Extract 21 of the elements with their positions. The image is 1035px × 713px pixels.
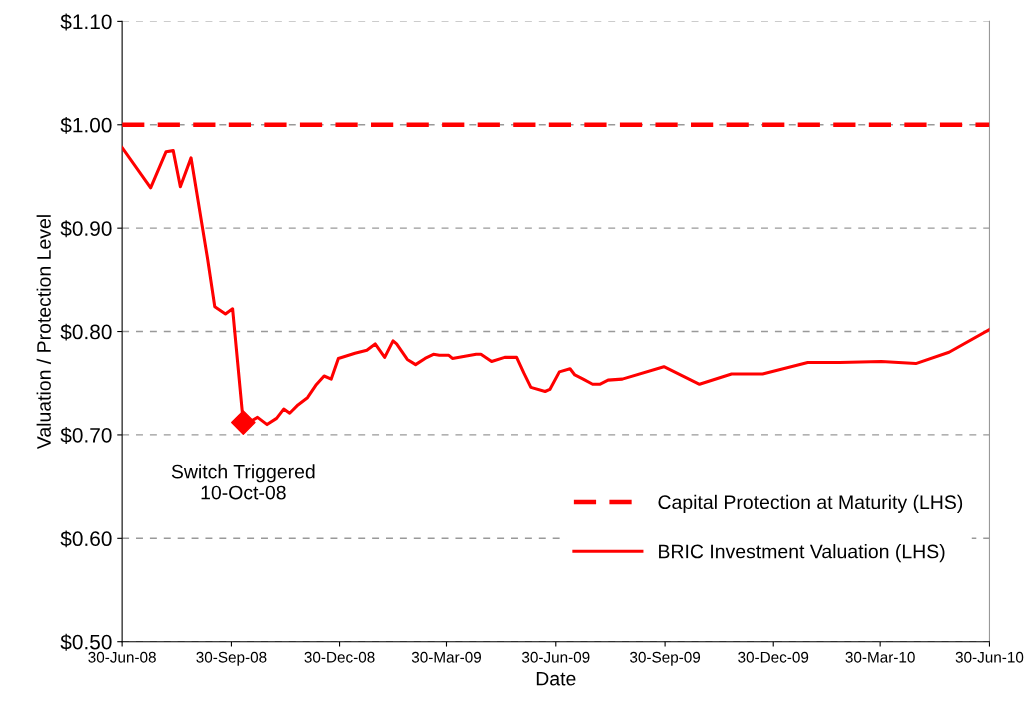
y-tick-label: $0.50 xyxy=(60,633,112,651)
y-tick-label: $0.90 xyxy=(60,220,112,238)
annotation: Switch Triggered 10-Oct-08 xyxy=(171,464,315,500)
y-tick-label: $1.10 xyxy=(60,13,112,31)
y-tick-label: $0.60 xyxy=(60,530,112,548)
x-tick-label: 30-Mar-10 xyxy=(845,651,915,663)
legend-label: Capital Protection at Maturity (LHS) xyxy=(658,494,963,513)
y-tick-label: $0.70 xyxy=(60,427,112,444)
x-tick-label: 30-Dec-08 xyxy=(304,651,375,663)
x-tick-label: 30-Sep-09 xyxy=(630,651,701,666)
x-axis-title: Date xyxy=(536,671,576,686)
legend-label: BRIC Investment Valuation (LHS) xyxy=(659,544,945,563)
x-tick-label: 30-Jun-09 xyxy=(521,651,590,663)
y-tick-label: $0.80 xyxy=(60,323,112,341)
y-axis-title: Valuation / Protection Level xyxy=(36,215,51,450)
x-tick-label: 30-Jun-08 xyxy=(88,651,156,663)
y-tick-label: $1.00 xyxy=(60,116,112,134)
x-tick-label: 30-Sep-08 xyxy=(196,651,267,666)
x-tick-label: 30-Dec-09 xyxy=(738,651,809,663)
x-tick-label: 30-Mar-09 xyxy=(411,651,481,663)
x-tick-label: 30-Jun-10 xyxy=(955,651,1024,663)
